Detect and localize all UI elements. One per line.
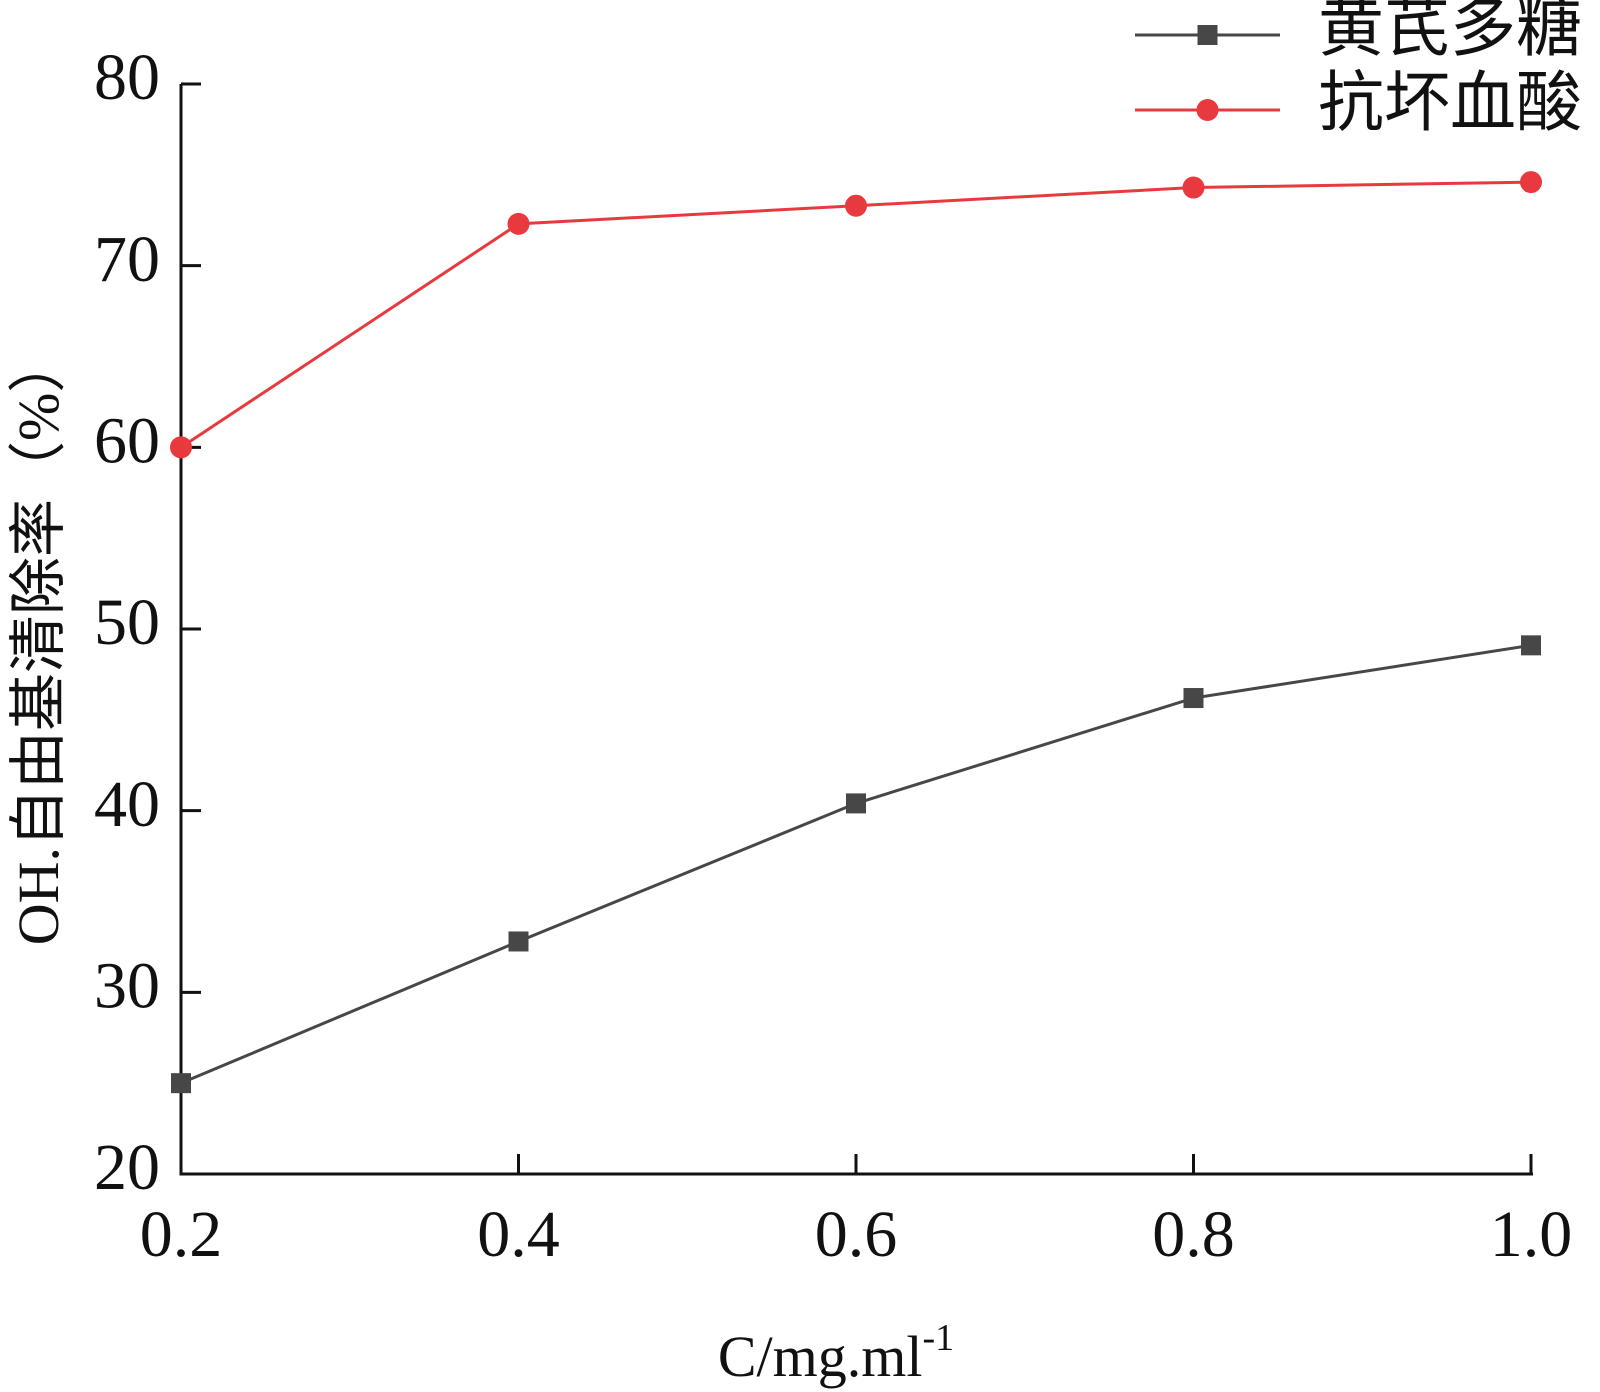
series-layer bbox=[170, 171, 1542, 1094]
x-tick-label: 0.4 bbox=[477, 1198, 560, 1271]
series-2-line bbox=[180, 180, 1532, 449]
y-axis-title: OH.自由基清除率（%） bbox=[6, 335, 71, 946]
series-2-point bbox=[170, 436, 192, 459]
series-1-point bbox=[508, 931, 529, 952]
legend-square-marker bbox=[1197, 25, 1218, 45]
x-axis-title: C/mg.ml-1 bbox=[718, 1317, 954, 1389]
x-ticks: 0.2 0.4 0.6 0.8 1.0 bbox=[140, 1154, 1573, 1271]
series-1 bbox=[171, 635, 1541, 1094]
x-axis-title-superscript: -1 bbox=[923, 1317, 955, 1359]
y-tick-label: 60 bbox=[94, 404, 160, 477]
y-ticks: 20 30 40 50 60 70 80 bbox=[94, 41, 201, 1204]
y-tick-label: 50 bbox=[94, 586, 160, 659]
x-tick-label: 0.2 bbox=[140, 1198, 223, 1271]
y-tick-label: 70 bbox=[94, 223, 160, 296]
legend-label: 抗坏血酸 bbox=[1318, 67, 1582, 140]
y-tick-label: 80 bbox=[94, 41, 160, 114]
series-2-point bbox=[845, 194, 867, 217]
series-1-point bbox=[1183, 688, 1204, 709]
series-1-line bbox=[180, 643, 1532, 1085]
x-tick-label: 0.6 bbox=[815, 1198, 898, 1271]
series-1-point bbox=[846, 793, 866, 814]
series-2 bbox=[170, 171, 1542, 459]
y-tick-label: 30 bbox=[94, 949, 160, 1022]
x-tick-label: 1.0 bbox=[1490, 1198, 1573, 1271]
legend-item-1: 黄芪多糖 bbox=[1135, 0, 1582, 65]
series-1-point bbox=[1521, 635, 1541, 656]
series-2-point bbox=[1520, 171, 1542, 194]
legend-circle-marker bbox=[1196, 99, 1219, 121]
y-tick-label: 40 bbox=[94, 768, 160, 841]
series-2-point bbox=[507, 212, 530, 235]
legend-label: 黄芪多糖 bbox=[1318, 0, 1582, 65]
x-axis-title-main: C/mg.ml bbox=[718, 1324, 923, 1389]
series-1-point bbox=[171, 1073, 191, 1094]
legend-item-2: 抗坏血酸 bbox=[1135, 67, 1582, 140]
axes bbox=[179, 84, 1533, 1176]
x-tick-label: 0.8 bbox=[1152, 1198, 1235, 1271]
y-tick-label: 20 bbox=[94, 1131, 160, 1204]
series-2-point bbox=[1182, 176, 1205, 199]
